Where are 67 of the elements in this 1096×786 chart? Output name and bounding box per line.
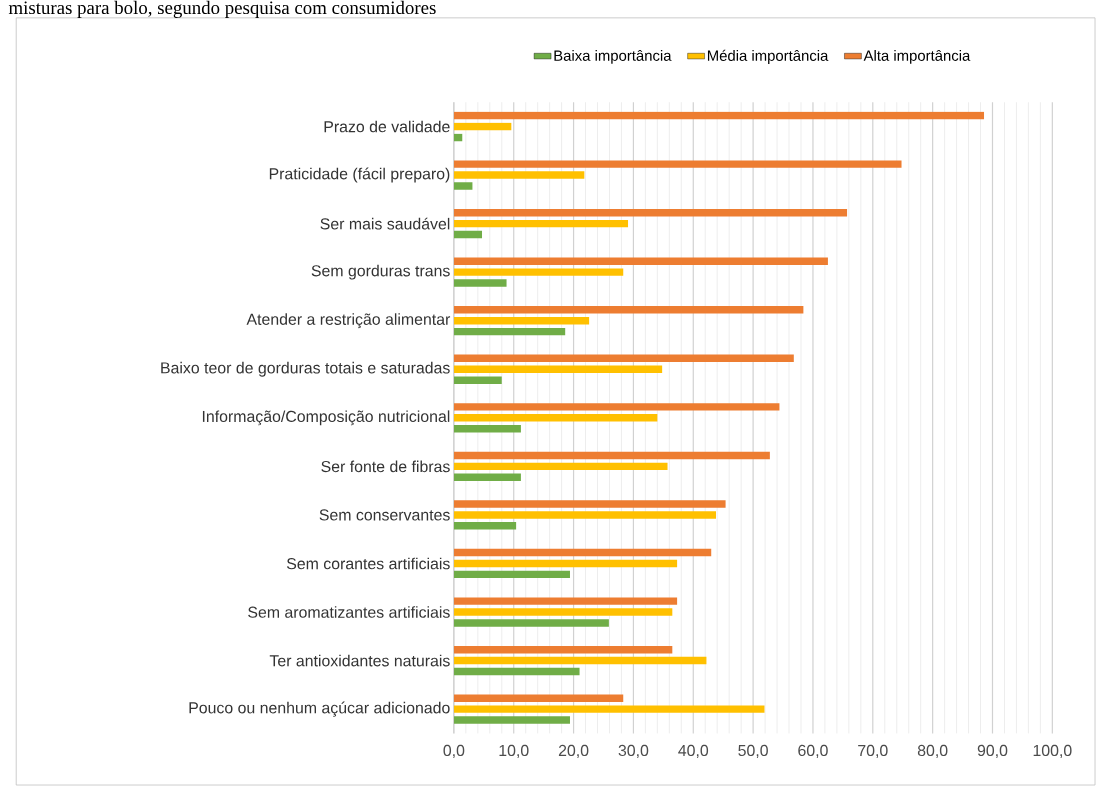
bar — [453, 716, 570, 724]
y-tick-label: Ser fonte de fibras — [321, 460, 450, 473]
y-tick-label: Ter antioxidantes naturais — [269, 654, 450, 667]
x-tick-label: 70,0 — [858, 744, 888, 758]
bar — [453, 316, 590, 325]
bar — [453, 403, 780, 411]
y-tick-label: Sem conservantes — [319, 509, 450, 521]
bar — [453, 473, 521, 481]
bar — [453, 306, 804, 314]
bar — [453, 548, 712, 557]
bar — [453, 354, 794, 363]
x-tick-label: 90,0 — [977, 744, 1008, 758]
bar — [453, 171, 585, 179]
bar — [453, 451, 770, 460]
bar — [453, 230, 483, 239]
text: misturas para bolo, segundo pesquisa com consumidores — [8, 0, 436, 18]
bar — [453, 511, 717, 519]
x-tick-label: 50,0 — [738, 744, 768, 758]
bar — [453, 619, 609, 627]
bar — [453, 500, 726, 508]
x-tick-label: 60,0 — [798, 744, 828, 758]
bar — [453, 656, 707, 665]
bar — [453, 208, 848, 217]
bar — [453, 111, 985, 120]
bar — [453, 182, 473, 190]
x-tick-label: 30,0 — [618, 744, 649, 758]
bar — [453, 522, 517, 530]
y-tick-label: Sem gorduras trans — [311, 264, 450, 280]
bar — [453, 608, 673, 616]
bar — [453, 122, 512, 131]
bar — [453, 279, 507, 287]
x-tick-label: 40,0 — [678, 744, 709, 758]
legend-label: Baixa importância — [554, 49, 672, 64]
bar — [453, 705, 765, 713]
bar — [453, 667, 580, 676]
bar — [453, 559, 678, 568]
bar — [453, 414, 658, 422]
bar — [453, 570, 570, 579]
bar — [453, 694, 624, 702]
y-tick-label: Baixo teor de gorduras totais e saturadas — [161, 361, 450, 377]
bar — [453, 268, 624, 276]
y-tick-label: Informação/Composição nutricional — [202, 410, 450, 426]
legend-label: Média importância — [707, 49, 829, 64]
bar — [453, 425, 521, 433]
x-tick-label: 80,0 — [917, 744, 948, 758]
bar — [453, 160, 902, 168]
y-tick-label: Ser mais saudável — [320, 217, 450, 230]
bar — [453, 462, 668, 471]
x-tick-label: 10,0 — [499, 744, 529, 758]
x-tick-label: 100,0 — [1033, 744, 1072, 758]
bar — [453, 219, 629, 228]
bar — [453, 365, 663, 373]
bar — [453, 257, 828, 265]
y-tick-label: Prazo de validade — [324, 120, 450, 133]
y-tick-label: Pouco ou nenhum açúcar adicionado — [189, 701, 450, 717]
bar — [453, 376, 502, 384]
bar — [453, 597, 678, 605]
legend-label: Alta importância — [863, 49, 971, 64]
bar — [453, 133, 463, 142]
y-tick-label: Praticidade (fácil preparo) — [269, 167, 450, 183]
bar — [453, 327, 566, 336]
bar — [453, 645, 673, 654]
y-tick-label: Sem aromatizantes artificiais — [248, 606, 450, 618]
y-tick-label: Atender a restrição alimentar — [246, 313, 451, 329]
x-tick-label: 20,0 — [558, 744, 589, 758]
y-tick-label: Sem corantes artificiais — [286, 557, 450, 570]
x-tick-label: 0,0 — [443, 744, 465, 758]
